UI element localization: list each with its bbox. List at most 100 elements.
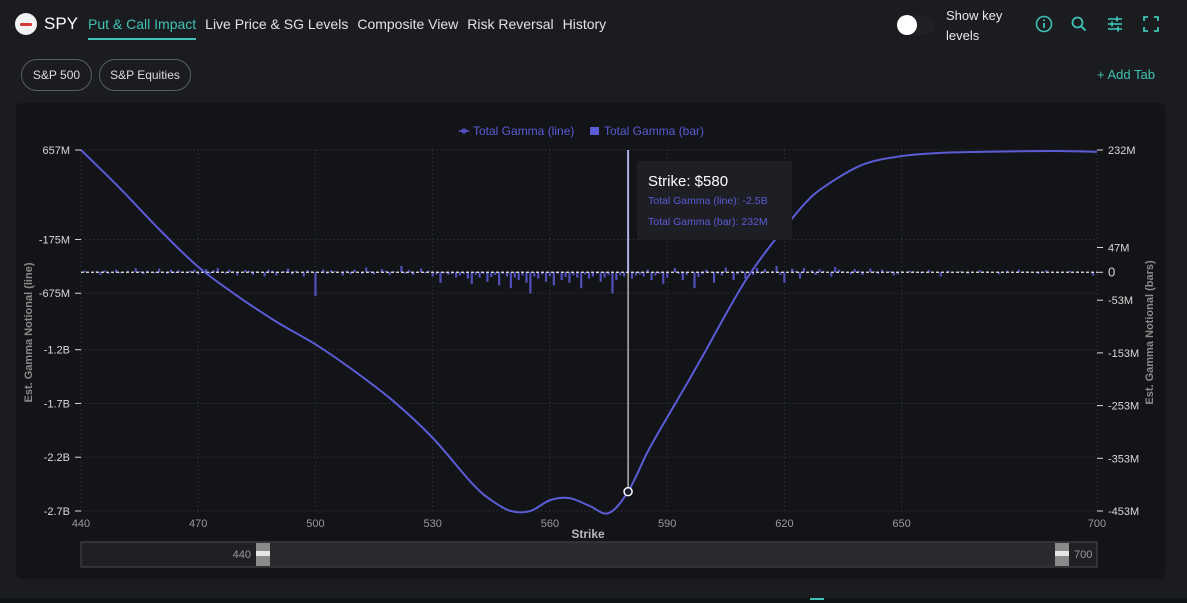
gamma-bar bbox=[720, 272, 723, 276]
range-slider-right-grip bbox=[1055, 551, 1069, 556]
gamma-bar bbox=[736, 272, 739, 275]
gamma-bar bbox=[583, 272, 587, 275]
y-axis-left-title: Est. Gamma Notional (line) bbox=[23, 262, 35, 402]
x-tick-label: 620 bbox=[775, 518, 793, 530]
gamma-bar bbox=[439, 272, 442, 283]
gamma-bar bbox=[966, 272, 970, 274]
y-right-tick-label: 0 bbox=[1108, 264, 1115, 279]
range-slider[interactable]: 440 700 bbox=[80, 541, 1098, 568]
y-right-tick-label: -53M bbox=[1108, 295, 1133, 307]
gamma-bar bbox=[978, 270, 981, 273]
gamma-bar bbox=[435, 272, 438, 275]
range-slider-selection[interactable] bbox=[263, 543, 1062, 566]
gamma-bar bbox=[490, 272, 493, 278]
gamma-bar bbox=[697, 272, 700, 278]
gamma-bar bbox=[724, 267, 727, 273]
main-nav: Put & Call Impact Live Price & SG Levels… bbox=[88, 16, 615, 40]
gamma-bar bbox=[99, 272, 102, 275]
axis-ticks: 657M -175M -675M -1.2B -1.7B -2.2B -2.7B 232M 47… bbox=[39, 145, 1139, 530]
gamma-bar bbox=[158, 268, 161, 273]
gamma-bar bbox=[287, 268, 290, 273]
gamma-bar bbox=[783, 272, 786, 283]
gamma-bar bbox=[494, 272, 497, 275]
x-tick-label: 560 bbox=[541, 518, 559, 530]
gamma-bar bbox=[498, 272, 501, 286]
gamma-bar bbox=[814, 272, 817, 275]
gamma-bar bbox=[244, 270, 247, 273]
gamma-bar bbox=[165, 272, 169, 274]
gamma-bar bbox=[880, 269, 884, 273]
gamma-bar bbox=[791, 268, 794, 273]
gamma-bar bbox=[576, 272, 579, 278]
y-right-tick-label: -253M bbox=[1108, 401, 1139, 413]
gamma-bar bbox=[290, 272, 294, 275]
tab-composite-view[interactable]: Composite View bbox=[357, 16, 459, 32]
gamma-bar bbox=[134, 268, 137, 273]
gamma-bar bbox=[677, 272, 680, 274]
filter-pill-sp500[interactable]: S&P 500 bbox=[21, 59, 92, 91]
gamma-bar bbox=[263, 272, 266, 277]
info-icon[interactable] bbox=[1034, 14, 1054, 34]
gamma-bar bbox=[329, 270, 333, 273]
gamma-bar bbox=[666, 272, 669, 278]
y-left-tick-label: 657M bbox=[42, 145, 70, 157]
add-tab-button[interactable]: + Add Tab bbox=[1097, 67, 1155, 82]
gamma-bar bbox=[482, 272, 485, 274]
ticker-symbol[interactable]: SPY bbox=[44, 14, 79, 33]
gamma-bar bbox=[752, 272, 755, 275]
gamma-bar bbox=[654, 272, 657, 276]
gamma-bar bbox=[513, 272, 516, 278]
x-tick-label: 500 bbox=[306, 518, 324, 530]
tab-live-price-sg-levels[interactable]: Live Price & SG Levels bbox=[205, 16, 349, 32]
gamma-bar bbox=[177, 270, 180, 273]
gamma-bar bbox=[83, 270, 87, 273]
gamma-bar bbox=[798, 272, 802, 279]
gamma-bar bbox=[810, 270, 813, 273]
gamma-bar bbox=[716, 272, 720, 274]
gamma-bar bbox=[431, 272, 434, 277]
gamma-bar bbox=[775, 265, 778, 273]
key-levels-toggle[interactable] bbox=[896, 15, 934, 35]
gamma-bar bbox=[1006, 270, 1009, 273]
gamma-bar bbox=[478, 272, 481, 278]
gamma-bar bbox=[361, 272, 364, 274]
fullscreen-icon[interactable] bbox=[1141, 14, 1161, 34]
x-tick-label: 590 bbox=[658, 518, 676, 530]
gamma-bar bbox=[623, 272, 626, 277]
settings-sliders-icon[interactable] bbox=[1105, 14, 1125, 34]
gamma-bar bbox=[189, 270, 192, 273]
x-tick-label: 470 bbox=[189, 518, 207, 530]
tab-put-call-impact[interactable]: Put & Call Impact bbox=[88, 16, 197, 32]
gamma-bar bbox=[302, 272, 305, 277]
gamma-bar bbox=[744, 272, 747, 279]
tooltip-line-value: Total Gamma (line): -2.5B bbox=[648, 195, 768, 207]
y-left-tick-label: -2.2B bbox=[44, 452, 70, 464]
tab-history[interactable]: History bbox=[562, 16, 607, 32]
gamma-bar bbox=[427, 270, 430, 273]
tab-risk-reversal[interactable]: Risk Reversal bbox=[467, 16, 554, 32]
gamma-bar bbox=[349, 272, 352, 275]
gamma-bar bbox=[638, 272, 641, 275]
gamma-bar bbox=[580, 272, 583, 289]
legend-line-label[interactable]: Total Gamma (line) bbox=[473, 124, 574, 138]
gamma-bar bbox=[505, 272, 509, 277]
gamma-bar bbox=[212, 270, 215, 273]
gamma-bar bbox=[1068, 270, 1071, 273]
gamma-bar bbox=[283, 271, 286, 273]
gamma-bar bbox=[501, 272, 505, 274]
legend-bar-label[interactable]: Total Gamma (bar) bbox=[604, 124, 704, 138]
gamma-bar bbox=[517, 272, 520, 281]
y-left-tick-label: -175M bbox=[39, 234, 70, 246]
range-slider-max-label: 700 bbox=[1074, 549, 1092, 561]
filter-pill-sp-equities[interactable]: S&P Equities bbox=[99, 59, 191, 91]
gamma-bar bbox=[650, 272, 653, 281]
gamma-bar bbox=[126, 270, 129, 273]
range-slider-left-grip bbox=[256, 551, 270, 556]
gamma-bar bbox=[466, 272, 469, 279]
gamma-bar bbox=[118, 272, 122, 274]
gamma-bar bbox=[705, 269, 708, 273]
y-left-tick-label: -675M bbox=[39, 288, 70, 300]
gamma-bar bbox=[779, 272, 782, 275]
search-icon[interactable] bbox=[1069, 14, 1089, 34]
gamma-bar bbox=[755, 268, 759, 273]
